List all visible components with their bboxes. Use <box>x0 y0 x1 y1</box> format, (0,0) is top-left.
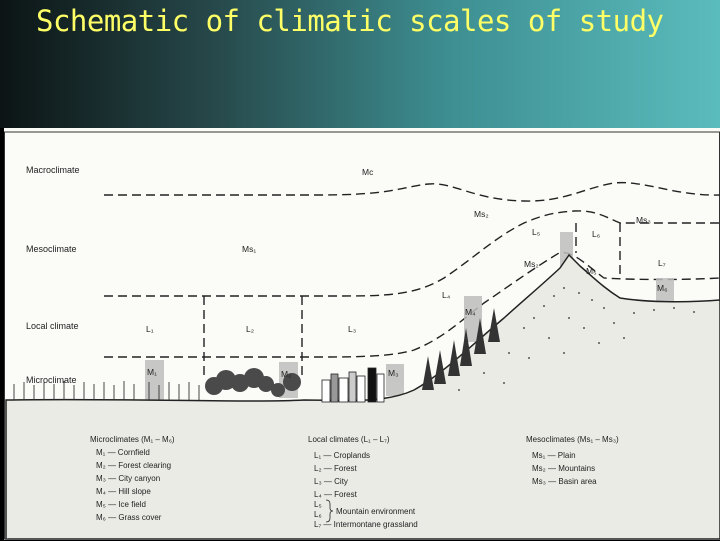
label-m6: M₆ <box>657 283 668 293</box>
microclimate-label: Microclimate <box>26 375 77 385</box>
label-m2: M₂ <box>281 369 291 379</box>
legend-micro-title: Microclimates (M₁ – M₆) <box>90 435 175 444</box>
legend-local-title: Local climates (L₁ – L₇) <box>308 435 390 444</box>
legend-meso-item: Ms₃ — Basin area <box>532 477 597 486</box>
slide-header: Schematic of climatic scales of study <box>0 0 720 128</box>
legend-micro-item: M₄ — Hill slope <box>96 487 151 496</box>
label-ms1: Ms₁ <box>242 244 256 254</box>
label-ms2-mountains: Ms₂ <box>474 209 489 219</box>
label-mc: Mc <box>362 167 374 177</box>
m4-box <box>464 296 482 342</box>
legend-micro-item: M₂ — Forest clearing <box>96 461 171 470</box>
legend-meso-title: Mesoclimates (Ms₁ – Ms₃) <box>526 435 619 444</box>
legend-micro-item: M₆ — Grass cover <box>96 513 162 522</box>
local-climate-label: Local climate <box>26 321 79 331</box>
label-ms3-basin: Ms₃ <box>636 215 651 225</box>
legend-local-climates: Local climates (L₁ – L₇) L₁ — Croplands … <box>308 435 418 529</box>
legend-local-item: L₇ — Intermontane grassland <box>314 520 418 529</box>
hill-stipple <box>458 287 695 391</box>
legend-local-item: L₅ <box>314 500 322 509</box>
label-m3: M₃ <box>388 368 399 378</box>
legend-meso-item: Ms₂ — Mountains <box>532 464 595 473</box>
cornfield-stalks <box>13 381 200 400</box>
legend-meso-item: Ms₁ — Plain <box>532 451 576 460</box>
legend-local-item: L₆ <box>314 510 322 519</box>
legend-local-item: L₂ — Forest <box>314 464 357 473</box>
label-m4: M₄ <box>465 307 476 317</box>
label-l4: L₄ <box>442 290 451 300</box>
label-ms2-peak: Ms₂ <box>524 259 539 269</box>
terrain-ground <box>5 253 720 540</box>
label-l5: L₅ <box>532 227 540 237</box>
city-buildings <box>321 367 385 403</box>
mountain-group-brace <box>325 499 334 523</box>
legend-local-item: L₁ — Croplands <box>314 451 370 460</box>
legend-micro-item: M₃ — City canyon <box>96 474 160 483</box>
hill-conifers <box>422 308 500 390</box>
label-l1: L₁ <box>146 324 154 334</box>
legend-local-item: L₄ — Forest <box>314 490 358 499</box>
meso-local-boundary <box>104 210 720 297</box>
label-m5: M₅ <box>586 266 597 276</box>
macroclimate-label: Macroclimate <box>26 165 80 175</box>
label-l3: L₃ <box>348 324 356 334</box>
macro-meso-boundary <box>104 181 720 202</box>
m3-box <box>386 364 404 396</box>
local-micro-boundary <box>104 251 720 358</box>
scale-boundaries <box>104 181 720 378</box>
legend-micro-item: M₁ — Cornfield <box>96 448 150 457</box>
forest-canopy <box>205 368 301 397</box>
climate-scales-diagram: Macroclimate Mesoclimate Local climate M… <box>4 131 720 540</box>
label-l2: L₂ <box>246 324 254 334</box>
label-l6: L₆ <box>592 229 600 239</box>
slide-title: Schematic of climatic scales of study <box>36 4 664 38</box>
legend-mesoclimates: Mesoclimates (Ms₁ – Ms₃) Ms₁ — Plain Ms₂… <box>526 435 619 486</box>
label-l7: L₇ <box>658 258 666 268</box>
legend-microclimates: Microclimates (M₁ – M₆) M₁ — Cornfield M… <box>90 435 175 522</box>
label-m1: M₁ <box>147 367 157 377</box>
footer-mark: . <box>6 532 9 541</box>
diagram-panel: Macroclimate Mesoclimate Local climate M… <box>4 128 720 540</box>
mesoclimate-label: Mesoclimate <box>26 244 77 254</box>
mountain-environment-label: Mountain environment <box>336 507 416 516</box>
m6-box <box>656 278 674 306</box>
legend-local-item: L₃ — City <box>314 477 348 486</box>
legend-micro-item: M₅ — Ice field <box>96 500 146 509</box>
